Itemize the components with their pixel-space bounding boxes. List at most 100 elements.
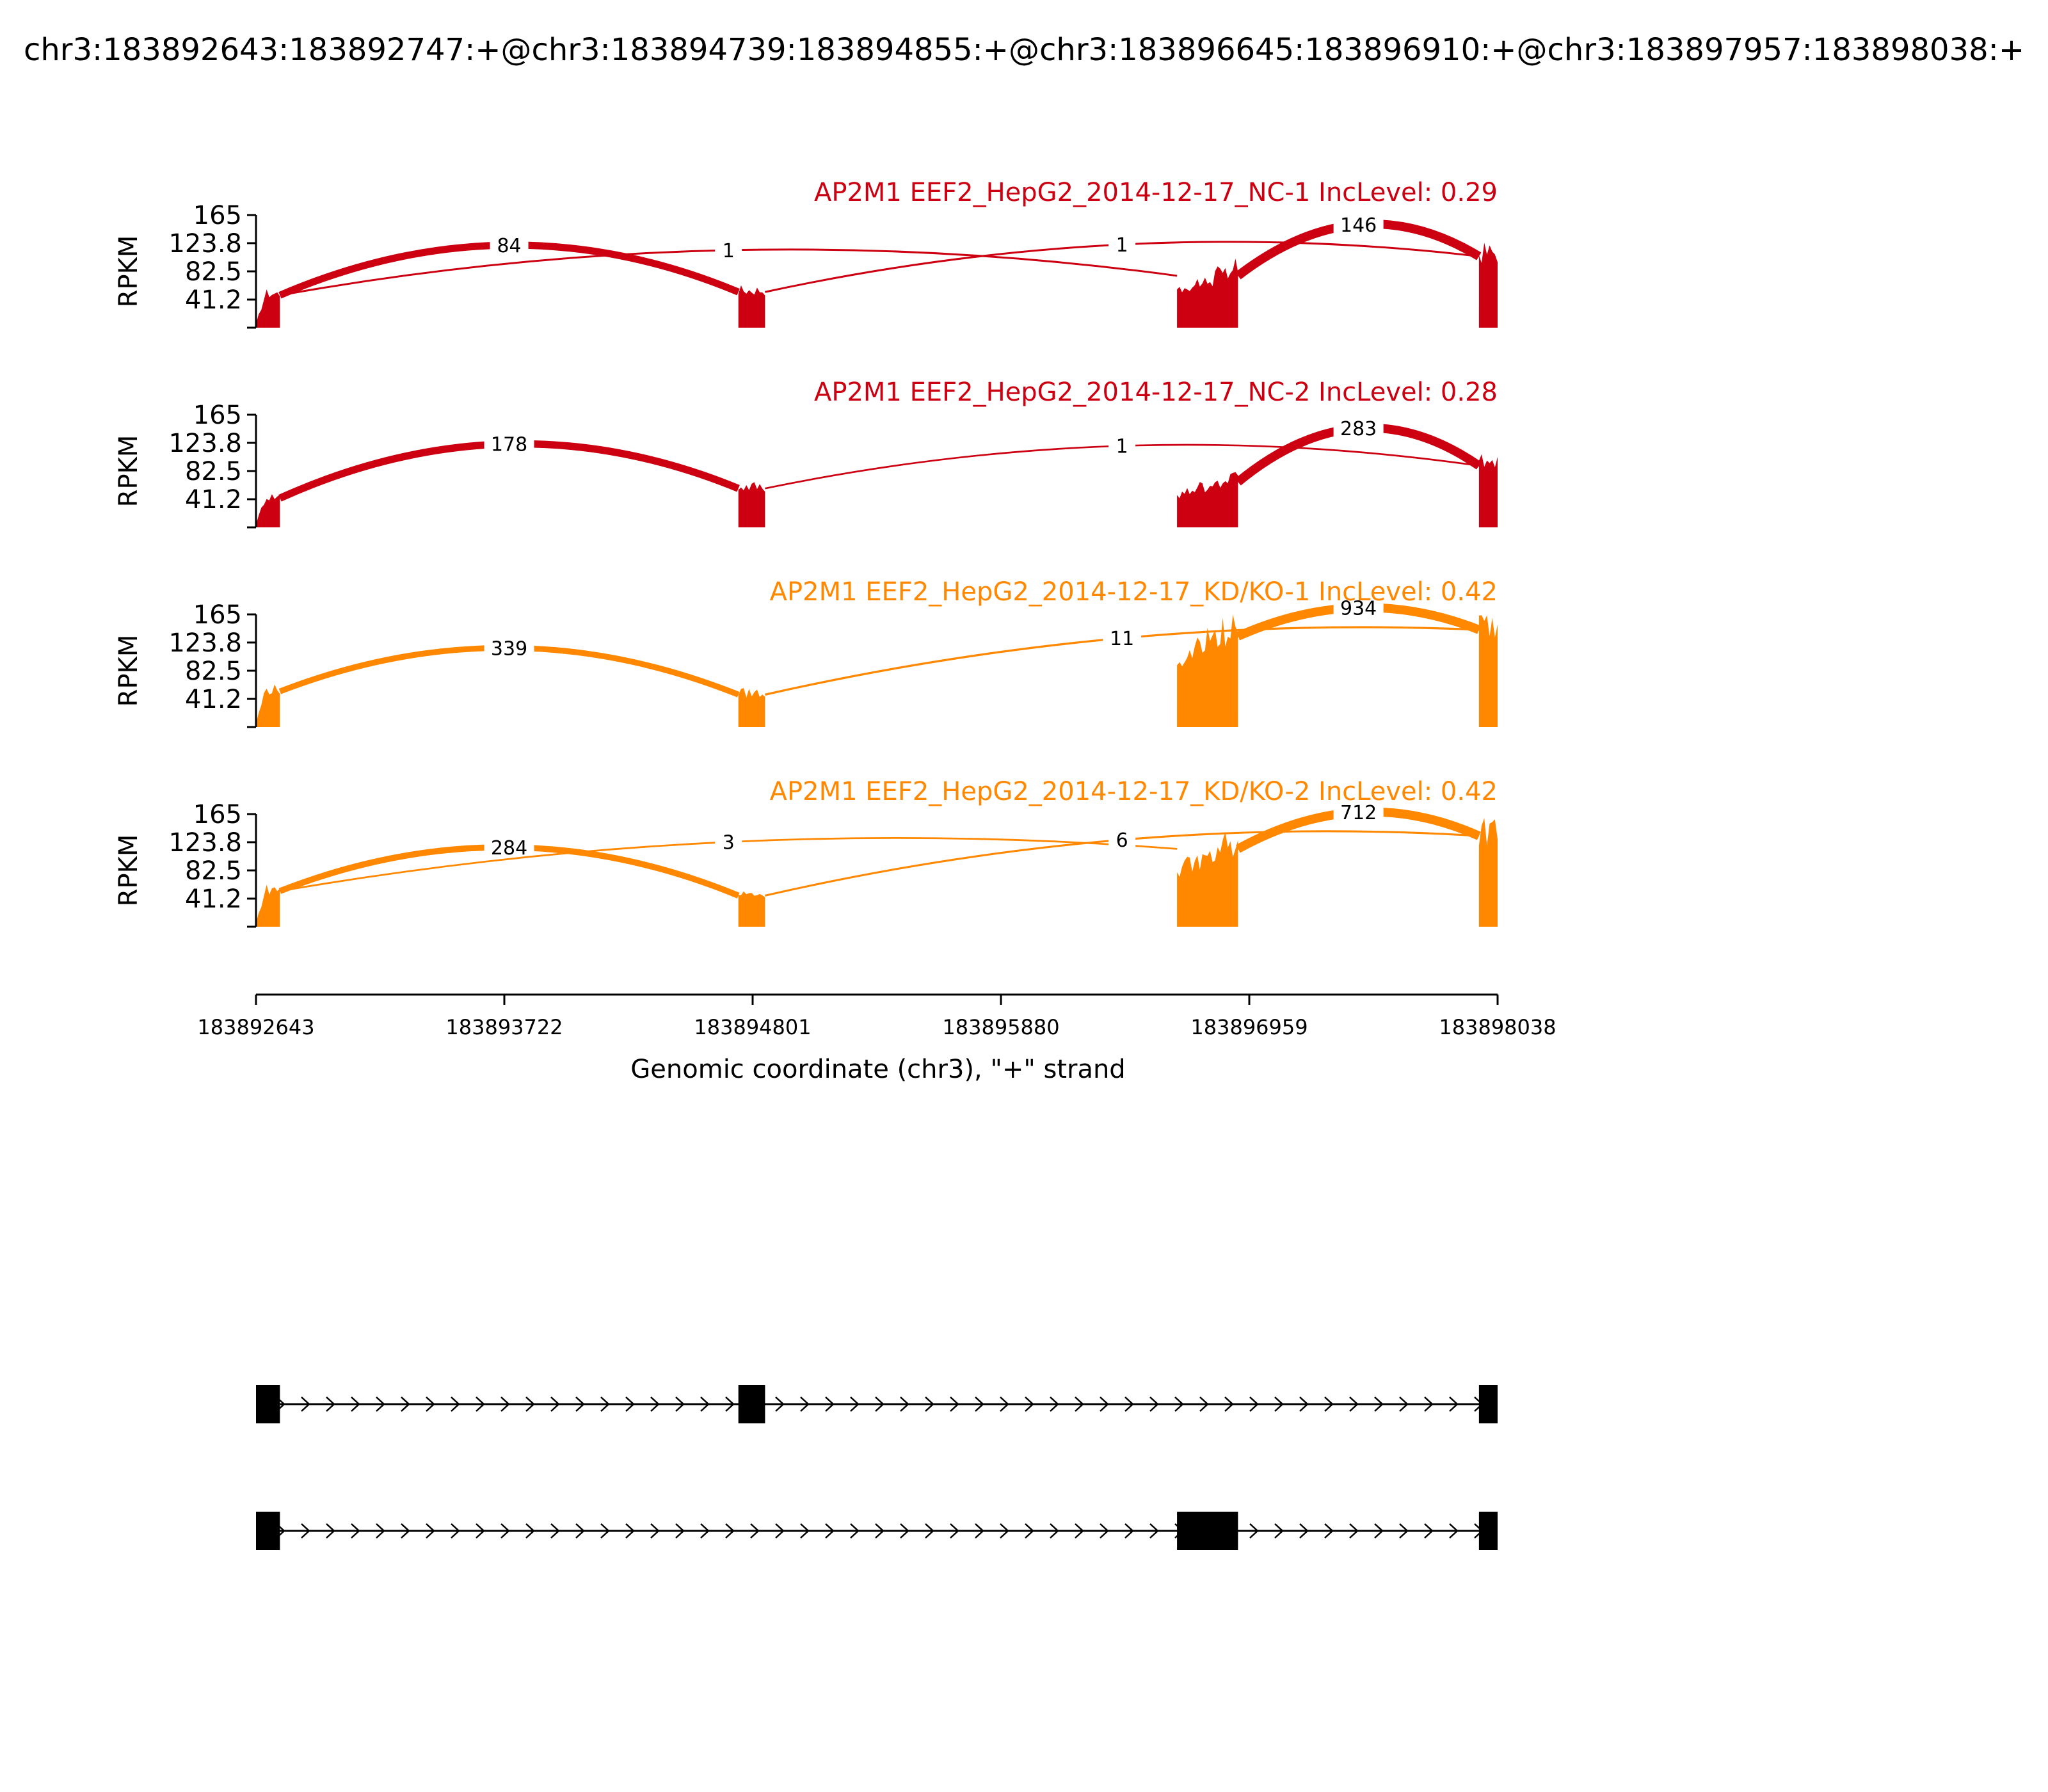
strand-arrow xyxy=(1424,1396,1434,1412)
isoform-model xyxy=(256,1385,1498,1423)
exon-block xyxy=(1478,1512,1498,1550)
strand-arrow xyxy=(476,1396,485,1412)
coverage-exon-2 xyxy=(738,891,765,927)
junction-count: 712 xyxy=(1340,802,1377,824)
strand-arrow xyxy=(1124,1396,1134,1412)
coverage-exon-1 xyxy=(256,494,280,527)
y-axis-label: RPKM xyxy=(114,635,143,707)
junction-count-bg xyxy=(1108,233,1136,257)
strand-arrow xyxy=(1349,1396,1359,1412)
x-tick-label: 183896959 xyxy=(1190,1015,1308,1039)
strand-arrow xyxy=(500,1523,510,1539)
junction-count-bg xyxy=(1108,828,1136,852)
strand-arrow xyxy=(825,1396,835,1412)
x-tick-label: 183895880 xyxy=(942,1015,1059,1039)
strand-arrow xyxy=(775,1396,785,1412)
junction-count-bg xyxy=(1333,417,1384,440)
exon-block xyxy=(1177,1512,1238,1550)
exon-block xyxy=(738,1385,765,1423)
coverage-exon-4 xyxy=(1478,615,1498,727)
y-tick-label: 165 xyxy=(193,800,242,829)
junction-count-bg xyxy=(484,835,534,859)
strand-arrow xyxy=(625,1523,635,1539)
panel-title: AP2M1 EEF2_HepG2_2014-12-17_NC-1 IncLeve… xyxy=(814,178,1498,207)
strand-arrow xyxy=(351,1523,360,1539)
junction-count: 1 xyxy=(723,240,735,262)
junction-count: 339 xyxy=(491,637,527,660)
strand-arrow xyxy=(525,1396,535,1412)
strand-arrow xyxy=(575,1396,585,1412)
strand-arrow xyxy=(1249,1396,1259,1412)
strand-arrow xyxy=(1050,1396,1059,1412)
strand-arrow xyxy=(575,1523,585,1539)
strand-arrow xyxy=(500,1396,510,1412)
strand-arrow xyxy=(1299,1396,1309,1412)
junction-count-bg xyxy=(490,234,529,257)
strand-arrow xyxy=(451,1523,460,1539)
strand-arrow xyxy=(1100,1396,1109,1412)
junction-count-bg xyxy=(1333,801,1384,824)
y-axis-label: RPKM xyxy=(114,236,143,308)
y-tick-label: 82.5 xyxy=(185,257,242,287)
strand-arrow xyxy=(1324,1396,1334,1412)
strand-arrow xyxy=(875,1523,884,1539)
junction-count: 178 xyxy=(491,434,527,456)
exon-block xyxy=(1478,1385,1498,1423)
strand-arrow xyxy=(1199,1396,1209,1412)
coverage-exon-3 xyxy=(1177,259,1238,328)
coverage-exon-3 xyxy=(1177,831,1238,927)
y-tick-label: 123.8 xyxy=(168,229,242,259)
strand-arrow xyxy=(975,1396,984,1412)
strand-arrow xyxy=(401,1396,410,1412)
y-tick-label: 82.5 xyxy=(185,657,242,686)
strand-arrow xyxy=(1324,1523,1334,1539)
strand-arrow xyxy=(725,1396,735,1412)
junction-count-bg xyxy=(1333,596,1384,620)
y-tick-label: 123.8 xyxy=(168,628,242,658)
strand-arrow xyxy=(1374,1396,1384,1412)
isoform-models xyxy=(256,1385,1498,1550)
y-axis-label: RPKM xyxy=(114,435,143,508)
strand-arrow xyxy=(301,1523,310,1539)
strand-arrow xyxy=(1000,1523,1009,1539)
strand-arrow xyxy=(1174,1396,1184,1412)
isoform-model xyxy=(256,1512,1498,1550)
junction-count: 6 xyxy=(1116,829,1128,852)
strand-arrow xyxy=(1100,1523,1109,1539)
strand-arrow xyxy=(925,1523,934,1539)
strand-arrow xyxy=(950,1396,959,1412)
strand-arrow xyxy=(1075,1523,1084,1539)
strand-arrow xyxy=(650,1523,660,1539)
strand-arrow xyxy=(750,1523,760,1539)
junction-count: 284 xyxy=(491,837,527,860)
y-axis-label: RPKM xyxy=(114,835,143,907)
strand-arrow xyxy=(351,1396,360,1412)
x-tick-label: 183893722 xyxy=(445,1015,563,1039)
strand-arrow xyxy=(1374,1523,1384,1539)
strand-arrow xyxy=(775,1523,785,1539)
junction-count: 283 xyxy=(1340,418,1377,440)
strand-arrow xyxy=(550,1396,560,1412)
chart-title: chr3:183892643:183892747:+@chr3:18389473… xyxy=(24,32,2024,68)
strand-arrow xyxy=(650,1396,660,1412)
strand-arrow xyxy=(600,1396,610,1412)
strand-arrow xyxy=(1399,1396,1409,1412)
panel-title: AP2M1 EEF2_HepG2_2014-12-17_KD/KO-1 IncL… xyxy=(770,577,1498,607)
coverage-exon-1 xyxy=(256,884,280,927)
y-tick-label: 82.5 xyxy=(185,457,242,486)
junction-count-bg xyxy=(715,830,742,854)
strand-arrow xyxy=(800,1396,810,1412)
x-axis: 183892643 183893722 183894801 183895880 1838… xyxy=(197,993,1556,1084)
strand-arrow xyxy=(1249,1523,1259,1539)
coverage-exon-1 xyxy=(256,289,280,328)
junction-count-bg xyxy=(484,432,534,456)
strand-arrow xyxy=(550,1523,560,1539)
coverage-exon-2 xyxy=(738,688,765,727)
track-panel: 178 1 283 AP2M1 EEF2_HepG2_2014-12-17_NC-2 … xyxy=(114,378,1498,529)
strand-arrow xyxy=(950,1523,959,1539)
strand-arrow xyxy=(1424,1523,1434,1539)
y-tick-label: 41.2 xyxy=(185,285,242,315)
y-tick-label: 123.8 xyxy=(168,828,242,858)
strand-arrow xyxy=(725,1523,735,1539)
